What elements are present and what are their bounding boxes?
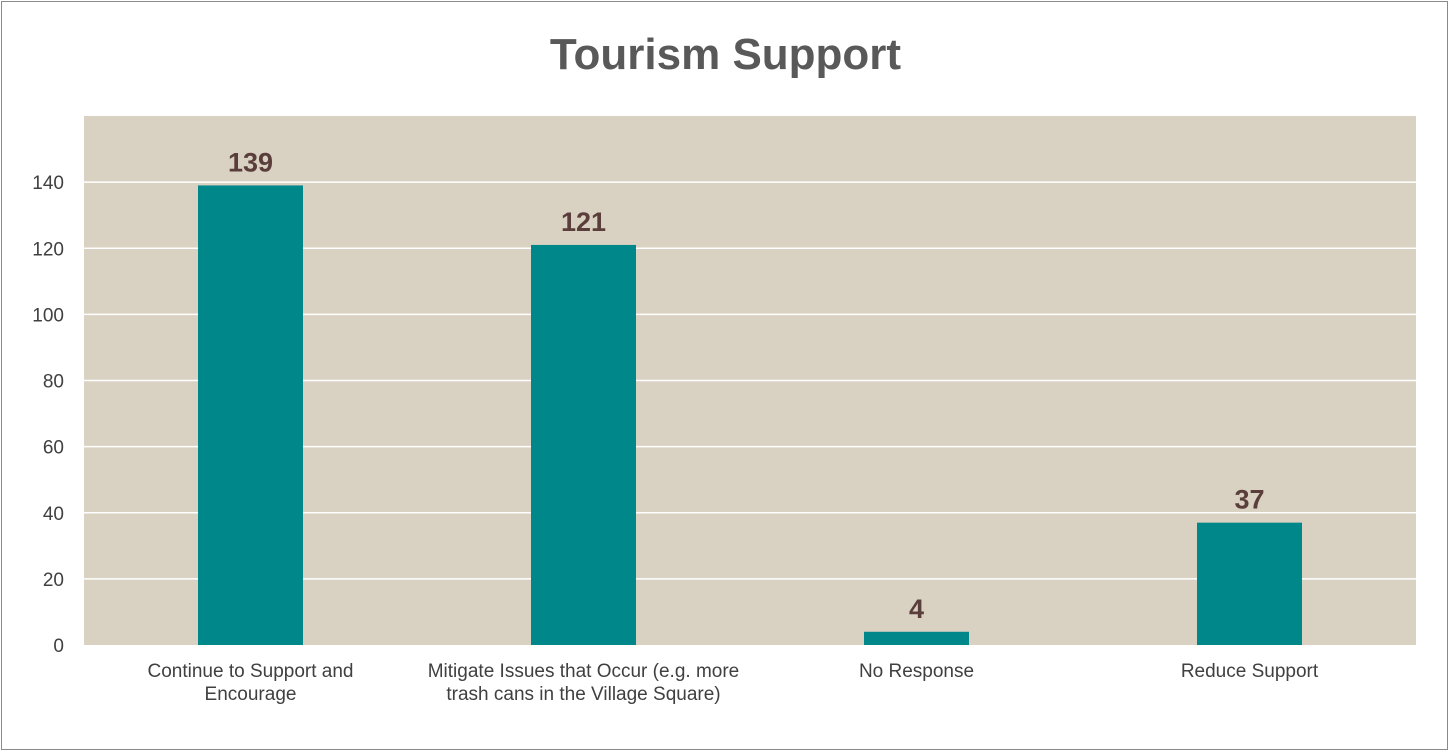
x-category-label: No Response bbox=[858, 661, 975, 682]
bar bbox=[531, 244, 636, 645]
y-tick-label: 60 bbox=[43, 438, 64, 459]
bar bbox=[198, 185, 303, 645]
x-category-label: Reduce Support bbox=[1180, 661, 1319, 682]
chart-title: Tourism Support bbox=[549, 30, 902, 79]
bar bbox=[864, 631, 969, 645]
data-label: 4 bbox=[909, 594, 924, 624]
data-label: 121 bbox=[561, 207, 606, 237]
y-tick-label: 40 bbox=[43, 504, 64, 525]
y-tick-label: 120 bbox=[32, 239, 64, 260]
y-tick-label: 20 bbox=[43, 570, 64, 591]
bar bbox=[1197, 522, 1302, 645]
data-label: 139 bbox=[228, 147, 273, 177]
y-tick-label: 100 bbox=[32, 305, 64, 326]
y-tick-label: 140 bbox=[32, 173, 64, 194]
y-tick-label: 80 bbox=[43, 372, 64, 393]
data-label: 37 bbox=[1234, 485, 1264, 515]
x-category-label: Continue to Support and Encourage bbox=[147, 661, 354, 705]
x-category-label: Mitigate Issues that Occur (e.g. more tr… bbox=[427, 661, 740, 705]
y-tick-label: 0 bbox=[53, 636, 64, 657]
